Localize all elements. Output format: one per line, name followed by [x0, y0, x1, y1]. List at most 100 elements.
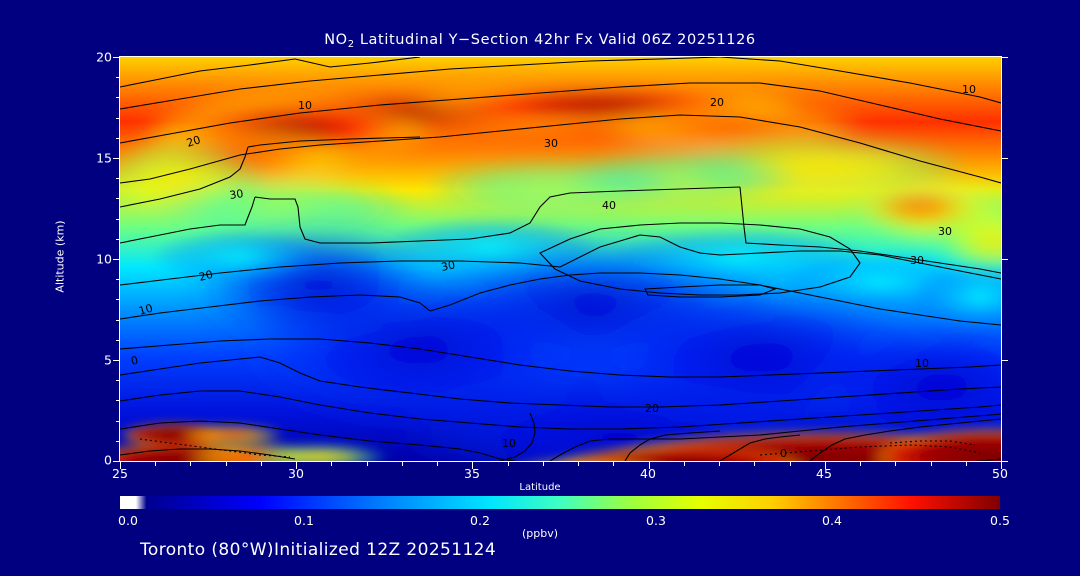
contour-label-30-c: 30 [440, 258, 456, 274]
x-axis-tick [260, 462, 262, 466]
ytick-20: 20 [96, 49, 112, 65]
y-axis-tick-minor [116, 339, 120, 341]
colorbar-gradient [120, 496, 1000, 509]
xtick-25: 25 [112, 466, 128, 481]
y-axis-tick [113, 461, 120, 462]
x-axis-tick [860, 462, 862, 466]
xtick-35: 35 [464, 466, 480, 481]
contour-label-10-c: 10 [137, 302, 154, 318]
x-axis-tick [578, 462, 580, 466]
y-axis-tick-minor [116, 117, 120, 119]
y-axis-tick-minor [116, 279, 120, 281]
contour-lines [120, 57, 1001, 461]
ytick-10: 10 [96, 251, 112, 267]
y-axis-label: Altitude (km) [53, 220, 67, 293]
figure-title: NO2 Latitudinal Y−Section 42hr Fx Valid … [0, 32, 1080, 50]
y-axis-tick [113, 158, 120, 159]
colorbar-tick-3: 0.3 [646, 513, 666, 528]
x-axis-tick [613, 462, 615, 466]
colorbar-tick-0: 0.0 [118, 513, 138, 528]
contour-label-20-b: 20 [185, 133, 202, 150]
y-axis-tick [1001, 360, 1008, 361]
colorbar-tick-2: 0.2 [470, 513, 490, 528]
y-axis-tick [113, 57, 120, 58]
y-axis-tick-minor [116, 319, 120, 321]
contour-lines-dashed [139, 438, 981, 458]
x-axis-tick [155, 462, 157, 466]
y-axis-tick-minor [116, 97, 120, 99]
x-axis-tick [683, 462, 685, 466]
ytick-5: 5 [104, 352, 112, 368]
y-axis-tick [113, 259, 120, 260]
x-axis-tick [754, 462, 756, 466]
y-axis-tick-minor [116, 77, 120, 79]
ytick-15: 15 [96, 150, 112, 166]
title-rest: Latitudinal Y−Section 42hr Fx Valid 06Z … [354, 32, 756, 48]
x-axis-tick [719, 462, 721, 466]
title-subscript: 2 [347, 39, 355, 50]
contour-label-10-a: 10 [298, 99, 312, 112]
y-axis-tick [1001, 259, 1008, 260]
x-axis-tick [930, 462, 932, 466]
contour-label-10-d: 10 [915, 357, 929, 370]
contour-label-group: 10 20 10 20 30 30 40 30 30 30 20 10 0 20… [130, 83, 976, 460]
y-axis-tick [1001, 461, 1008, 462]
y-axis-tick-minor [116, 178, 120, 180]
x-axis-tick [190, 462, 192, 466]
figure-caption: Toronto (80°W)Initialized 12Z 20251124 [140, 540, 497, 560]
y-axis-tick-minor [116, 238, 120, 240]
x-axis-tick [472, 462, 474, 469]
xtick-50: 50 [992, 466, 1008, 481]
contour-label-10-b: 10 [962, 83, 976, 96]
y-axis-tick-minor [116, 137, 120, 139]
y-axis-tick [1001, 158, 1008, 159]
contour-label-40-a: 40 [602, 199, 616, 212]
contour-label-0-b: 0 [780, 447, 787, 460]
x-axis-tick [824, 462, 826, 469]
y-axis-tick-minor [116, 400, 120, 402]
plot-frame [113, 56, 1008, 469]
x-axis-tick [542, 462, 544, 466]
y-axis-tick-minor [116, 299, 120, 301]
boundary-layer-plume-west [120, 423, 390, 461]
colorbar-unit-label: (ppbv) [521, 527, 559, 540]
xtick-40: 40 [640, 466, 656, 481]
x-axis-tick [648, 462, 650, 469]
x-axis-tick [296, 462, 298, 469]
title-species: NO [324, 32, 348, 48]
contour-label-10-e: 10 [502, 437, 516, 450]
contour-label-20-d: 20 [645, 402, 659, 415]
contour-label-30-a: 30 [544, 137, 558, 150]
x-axis-tick [965, 462, 967, 466]
contour-label-20-c: 20 [198, 268, 215, 284]
x-axis-tick [120, 462, 121, 469]
contour-label-0-a: 0 [130, 354, 140, 368]
contour-label-30-b: 30 [229, 187, 245, 202]
y-axis-tick-minor [116, 380, 120, 382]
x-axis-tick [507, 462, 509, 466]
x-axis-tick [331, 462, 333, 466]
x-axis-tick [1001, 462, 1002, 469]
field-midlevel-structures [150, 217, 1001, 331]
y-axis-tick-minor [116, 440, 120, 442]
x-axis-tick [789, 462, 791, 466]
colorbar-tick-4: 0.4 [822, 513, 842, 528]
y-axis-tick [1001, 57, 1008, 58]
contour-label-30-d: 30 [938, 225, 952, 238]
x-axis-tick [895, 462, 897, 466]
colorbar [120, 496, 1000, 509]
xtick-45: 45 [816, 466, 832, 481]
x-axis-tick [225, 462, 227, 466]
colorbar-tick-1: 0.1 [294, 513, 314, 528]
colorbar-tick-5: 0.5 [990, 513, 1010, 528]
field-warm-structures [120, 79, 1001, 282]
contour-label-20-a: 20 [710, 96, 724, 109]
contour-label-30-e: 30 [910, 254, 924, 267]
x-axis-tick [437, 462, 439, 466]
y-axis-tick-minor [116, 420, 120, 422]
x-axis-label: Latitude [519, 482, 561, 493]
ytick-0: 0 [104, 452, 112, 468]
x-axis-tick [366, 462, 368, 466]
y-axis-tick-minor [116, 198, 120, 200]
